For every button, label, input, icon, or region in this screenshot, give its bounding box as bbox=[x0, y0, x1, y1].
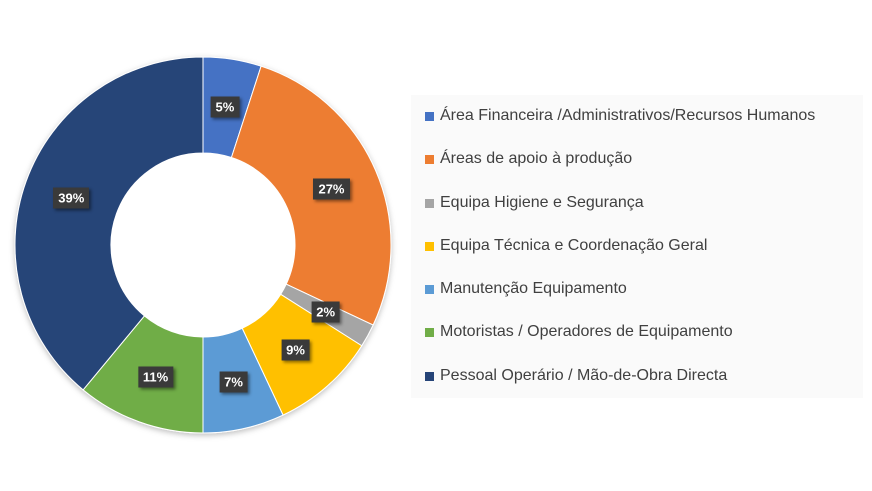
legend-item: Equipa Técnica e Coordenação Geral bbox=[425, 234, 707, 258]
data-label: 9% bbox=[281, 339, 310, 361]
legend-swatch bbox=[425, 371, 434, 381]
legend-swatch bbox=[425, 284, 434, 294]
legend-swatch bbox=[425, 198, 434, 208]
legend-item: Manutenção Equipamento bbox=[425, 277, 627, 301]
legend-label: Áreas de apoio à produção bbox=[440, 150, 633, 167]
legend-item: Áreas de apoio à produção bbox=[425, 147, 632, 171]
legend-item: Pessoal Operário / Mão-de-Obra Directa bbox=[425, 364, 727, 388]
legend-item: Área Financeira /Administrativos/Recurso… bbox=[425, 104, 815, 128]
legend-label: Motoristas / Operadores de Equipamento bbox=[440, 323, 733, 340]
legend-item: Motoristas / Operadores de Equipamento bbox=[425, 320, 733, 344]
chart-legend: Área Financeira /Administrativos/Recurso… bbox=[411, 95, 863, 398]
legend-item: Equipa Higiene e Segurança bbox=[425, 191, 644, 215]
legend-label: Equipa Técnica e Coordenação Geral bbox=[440, 237, 708, 254]
data-label: 2% bbox=[311, 301, 341, 323]
legend-label: Área Financeira /Administrativos/Recurso… bbox=[440, 107, 816, 124]
donut-hole bbox=[111, 153, 295, 337]
data-label: 7% bbox=[219, 371, 248, 393]
legend-swatch bbox=[425, 241, 434, 251]
legend-swatch bbox=[425, 154, 434, 164]
data-label: 27% bbox=[313, 178, 350, 200]
legend-label: Equipa Higiene e Segurança bbox=[440, 194, 644, 211]
legend-swatch bbox=[425, 111, 434, 121]
data-label: 5% bbox=[210, 96, 240, 118]
legend-swatch bbox=[425, 327, 434, 337]
legend-label: Manutenção Equipamento bbox=[440, 280, 627, 297]
data-label: 11% bbox=[137, 366, 174, 388]
legend-label: Pessoal Operário / Mão-de-Obra Directa bbox=[440, 367, 728, 384]
data-label: 39% bbox=[53, 187, 90, 209]
